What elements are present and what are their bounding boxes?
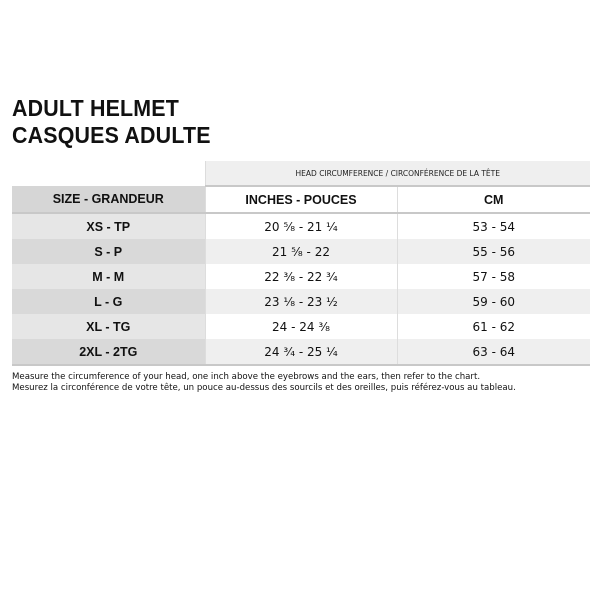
cm-cell: 59 - 60 xyxy=(396,289,591,314)
title-english: ADULT HELMET xyxy=(12,95,179,121)
column-header-cm: CM xyxy=(396,186,591,214)
group-header: HEAD CIRCUMFERENCE / CIRCONFÉRENCE DE LA… xyxy=(204,161,591,187)
table-row: XS - TP 20 ⁵⁄₈ - 21 ¹⁄₄ 53 - 54 xyxy=(12,213,591,239)
size-cell: XS - TP xyxy=(12,213,205,239)
table-row: S - P 21 ⁵⁄₈ - 22 55 - 56 xyxy=(12,239,591,264)
column-header-size: SIZE - GRANDEUR xyxy=(12,186,205,214)
note-french: Mesurez la circonférence de votre tête, … xyxy=(12,383,516,393)
blank-cell xyxy=(12,161,205,186)
table-row: 2XL - 2TG 24 ³⁄₄ - 25 ¹⁄₄ 63 - 64 xyxy=(12,339,591,366)
title-french: CASQUES ADULTE xyxy=(12,122,211,148)
group-header-row: HEAD CIRCUMFERENCE / CIRCONFÉRENCE DE LA… xyxy=(12,161,591,187)
note-english: Measure the circumference of your head, … xyxy=(12,372,481,382)
inches-cell: 20 ⁵⁄₈ - 21 ¹⁄₄ xyxy=(204,213,397,239)
inches-cell: 22 ³⁄₈ - 22 ³⁄₄ xyxy=(204,264,397,289)
size-cell: S - P xyxy=(12,239,205,264)
cm-cell: 53 - 54 xyxy=(396,213,591,239)
size-cell: XL - TG xyxy=(12,314,205,339)
column-header-inches: INCHES - POUCES xyxy=(204,186,397,214)
size-cell: M - M xyxy=(12,264,205,289)
cm-cell: 55 - 56 xyxy=(396,239,591,264)
inches-cell: 21 ⁵⁄₈ - 22 xyxy=(204,239,397,264)
cm-cell: 57 - 58 xyxy=(396,264,591,289)
measurement-instructions: Measure the circumference of your head, … xyxy=(12,372,516,394)
size-chart-table: HEAD CIRCUMFERENCE / CIRCONFÉRENCE DE LA… xyxy=(12,161,591,366)
inches-cell: 24 - 24 ³⁄₈ xyxy=(204,314,397,339)
column-header-row: SIZE - GRANDEUR INCHES - POUCES CM xyxy=(12,186,591,214)
table-row: M - M 22 ³⁄₈ - 22 ³⁄₄ 57 - 58 xyxy=(12,264,591,289)
size-cell: 2XL - 2TG xyxy=(12,339,205,366)
cm-cell: 61 - 62 xyxy=(396,314,591,339)
page-title: ADULT HELMET CASQUES ADULTE xyxy=(12,95,211,149)
table-row: L - G 23 ¹⁄₈ - 23 ¹⁄₂ 59 - 60 xyxy=(12,289,591,314)
size-cell: L - G xyxy=(12,289,205,314)
inches-cell: 24 ³⁄₄ - 25 ¹⁄₄ xyxy=(204,339,397,366)
table-row: XL - TG 24 - 24 ³⁄₈ 61 - 62 xyxy=(12,314,591,339)
cm-cell: 63 - 64 xyxy=(396,339,591,366)
inches-cell: 23 ¹⁄₈ - 23 ¹⁄₂ xyxy=(204,289,397,314)
